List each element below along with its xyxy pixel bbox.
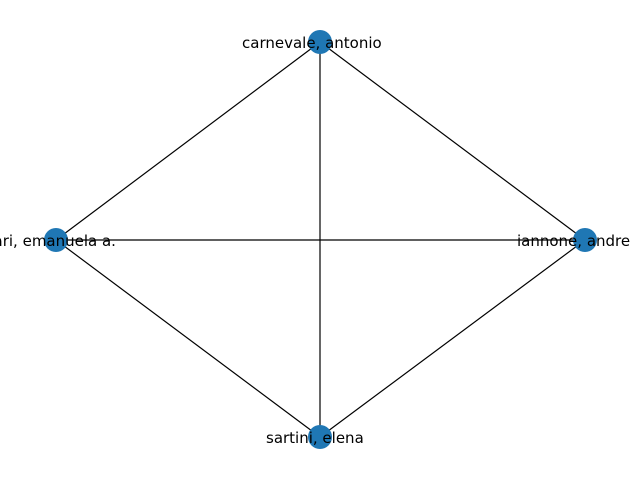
nodes-layer	[44, 30, 597, 449]
node-gari	[44, 228, 68, 252]
edges-layer	[55, 41, 586, 438]
edge-gari-sartini	[55, 239, 321, 438]
node-carnevale	[308, 30, 332, 54]
edge-carnevale-iannone	[319, 41, 586, 241]
edge-sartini-iannone	[319, 239, 586, 438]
node-label-sartini: sartini, elena	[266, 429, 364, 447]
node-label-iannone: iannone, andre	[517, 232, 630, 250]
labels-layer: carnevale, antonio iannone, andre sartini,…	[0, 34, 630, 447]
edge-carnevale-gari	[55, 41, 321, 241]
node-label-carnevale: carnevale, antonio	[242, 34, 382, 52]
node-iannone	[573, 228, 597, 252]
node-sartini	[308, 425, 332, 449]
node-label-gari: gari, emanuela a.	[0, 232, 116, 250]
